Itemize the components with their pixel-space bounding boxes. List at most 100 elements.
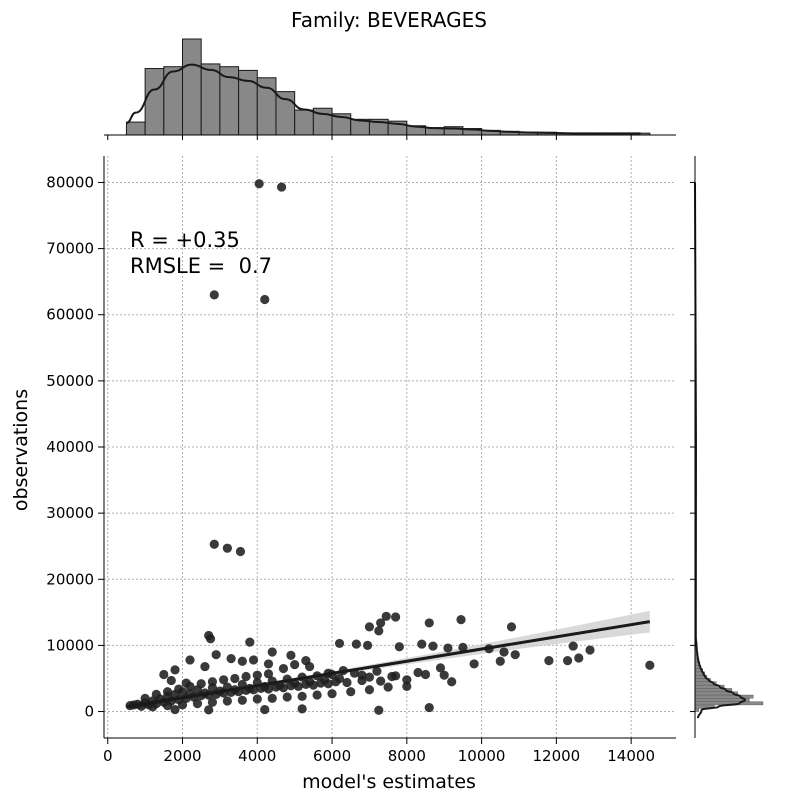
top-marginal-histogram <box>125 38 651 136</box>
scatter-point <box>219 675 229 685</box>
scatter-point <box>276 182 287 192</box>
scatter-point <box>245 637 255 647</box>
x-tick-label: 8000 <box>388 747 426 765</box>
right-kde-curve <box>694 182 746 719</box>
scatter-point <box>428 641 438 651</box>
scatter-point <box>170 665 180 675</box>
scatter-point <box>394 642 404 652</box>
scatter-point <box>205 634 216 644</box>
top-hist-bar <box>144 68 165 136</box>
scatter-point <box>263 659 274 669</box>
scatter-point <box>297 704 307 714</box>
scatter-point <box>420 669 431 680</box>
scatter-point <box>456 615 466 625</box>
scatter-point <box>267 693 277 703</box>
scatter-point <box>162 700 173 711</box>
scatter-point <box>424 618 434 628</box>
x-tick-label: 0 <box>103 747 113 765</box>
scatter-point <box>226 654 236 664</box>
main-grid <box>104 156 676 738</box>
scatter-point <box>402 675 412 685</box>
scatter-point <box>209 290 219 300</box>
scatter-point <box>374 705 384 715</box>
scatter-point <box>417 639 427 649</box>
scatter-point <box>374 626 384 636</box>
scatter-point <box>148 702 158 712</box>
scatter-point <box>381 611 391 621</box>
y-tick-label: 0 <box>84 703 94 721</box>
y-tick-label: 60000 <box>46 306 94 324</box>
top-hist-bar <box>200 63 221 136</box>
scatter-point <box>312 690 322 700</box>
scatter-point <box>323 679 333 689</box>
y-tick-label: 80000 <box>46 173 94 191</box>
y-tick-label: 10000 <box>46 636 94 654</box>
scatter-point <box>447 677 457 687</box>
scatter-point <box>162 687 173 697</box>
scatter-point <box>376 676 386 686</box>
scatter-point <box>267 647 277 657</box>
scatter-point <box>222 696 232 706</box>
scatter-point <box>362 640 373 651</box>
scatter-point <box>391 612 401 622</box>
scatter-point <box>346 687 356 697</box>
scatter-point <box>170 704 180 715</box>
scatter-point <box>499 647 509 657</box>
top-hist-bar <box>294 109 314 136</box>
scatter-point <box>241 671 251 682</box>
scatter-point <box>458 642 468 652</box>
scatter-point <box>562 656 573 666</box>
scatter-point <box>200 661 210 672</box>
scatter-point <box>177 700 188 710</box>
scatter-point <box>211 650 221 660</box>
scatter-point <box>166 675 176 686</box>
y-tick-label: 30000 <box>46 504 94 522</box>
scatter-point <box>252 694 262 704</box>
scatter-point <box>237 656 247 666</box>
scatter-point <box>645 660 655 670</box>
rmsle-annotation: RMSLE = 0.7 <box>130 254 272 278</box>
scatter-point <box>297 691 307 701</box>
x-tick-label: 2000 <box>163 747 201 765</box>
right-hist-ticks <box>690 181 695 713</box>
top-hist-ticks <box>107 135 632 140</box>
right-hist-bar <box>694 708 700 712</box>
right-hist-bar <box>694 694 754 699</box>
scatter-point <box>402 681 412 692</box>
y-axis-ticks: 0 10000 20000 30000 40000 50000 60000 70000 8000… <box>46 173 104 721</box>
scatter-point <box>185 681 195 692</box>
scatter-point <box>260 294 270 305</box>
scatter-point <box>207 697 218 707</box>
y-tick-label: 40000 <box>46 438 94 456</box>
scatter-point <box>544 656 554 666</box>
scatter-point <box>222 543 232 553</box>
scatter-point <box>439 670 449 680</box>
y-tick-label: 70000 <box>46 240 94 258</box>
scatter-point <box>230 673 240 684</box>
scatter-point <box>185 655 195 665</box>
scatter-point <box>357 675 367 686</box>
scatter-point <box>376 618 386 628</box>
scatter-point <box>387 671 397 682</box>
scatter-point <box>372 666 382 676</box>
scatter-point <box>364 672 375 682</box>
y-tick-label: 50000 <box>46 372 94 390</box>
scatter-point <box>151 689 161 699</box>
scatter-point <box>196 679 206 689</box>
scatter-point <box>286 650 296 660</box>
scatter-point <box>159 669 169 680</box>
scatter-point <box>327 689 337 699</box>
scatter-point <box>469 659 479 669</box>
scatter-point <box>424 702 434 713</box>
top-hist-bar <box>125 121 146 136</box>
scatter-point <box>413 667 423 678</box>
scatter-point <box>495 656 505 666</box>
scatter-point <box>263 684 274 694</box>
scatter-point <box>248 655 259 665</box>
scatter-point <box>290 659 300 670</box>
x-tick-label: 14000 <box>607 747 655 765</box>
scatter-point <box>252 670 262 680</box>
scatter-point <box>301 656 311 666</box>
scatter-point <box>207 677 218 687</box>
